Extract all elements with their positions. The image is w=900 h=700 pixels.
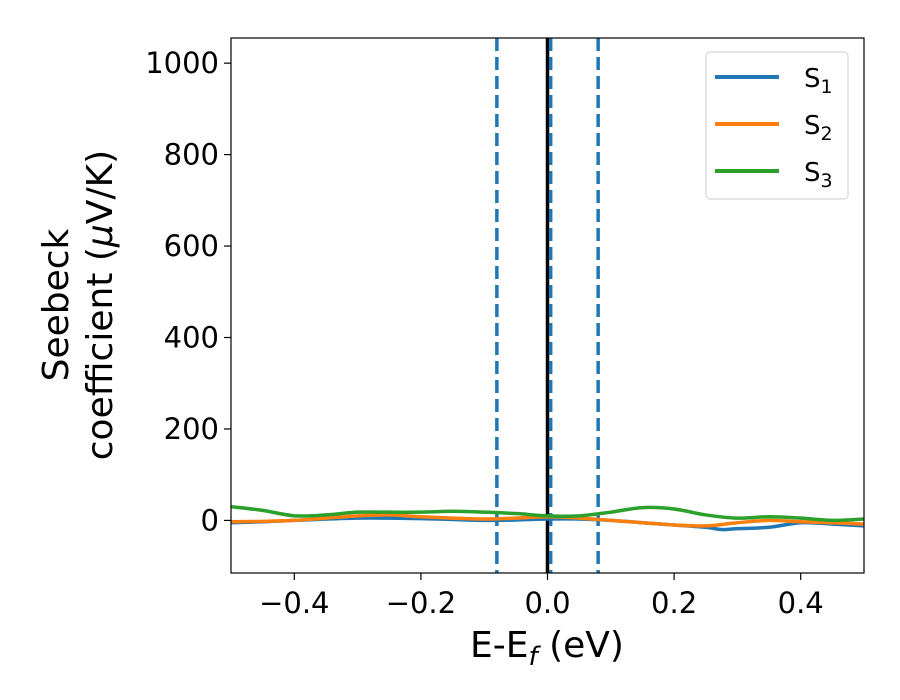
y-tick-label: 600	[164, 229, 219, 263]
legend-s3-sub: 3	[821, 170, 833, 192]
legend-s3-text: S	[804, 158, 821, 188]
x-axis-label: E-Ef (eV)	[470, 625, 624, 672]
y-tick-label: 800	[164, 138, 219, 172]
x-tick-label: 0.2	[651, 586, 697, 620]
legend-s1-sub: 1	[821, 76, 833, 98]
y-axis-label-line2: coefficient (μV/K)	[80, 150, 121, 460]
legend-label-s1: S1	[804, 64, 833, 98]
x-axis-label-unit: (eV)	[538, 625, 624, 666]
y-axis-label: Seebeck coefficient (μV/K)	[36, 150, 121, 460]
y-tick-label: 0	[201, 503, 219, 537]
x-tick-label: 0.0	[524, 586, 570, 620]
series-lines	[230, 504, 865, 532]
y-tick-label: 400	[164, 321, 219, 355]
y-axis-ticks: 0 200 400 600 800 1000	[145, 46, 231, 537]
y-tick-label: 1000	[145, 46, 219, 80]
legend-s1-text: S	[804, 64, 821, 94]
x-tick-label: −0.2	[386, 586, 456, 620]
x-axis-label-main: E-E	[470, 625, 528, 666]
y-axis-label-line1: Seebeck	[36, 228, 77, 381]
legend-s2-sub: 2	[821, 123, 833, 145]
x-tick-label: −0.4	[259, 586, 329, 620]
legend-s2-text: S	[804, 111, 821, 141]
series-line-s3	[230, 504, 865, 523]
y-axis-label-mu: μ	[80, 224, 121, 248]
reference-lines	[495, 38, 600, 573]
y-axis-label-unit: V/K)	[80, 150, 121, 224]
legend: S1 S2 S3	[705, 51, 849, 200]
y-tick-label: 200	[164, 412, 219, 446]
y-axis-label-text: coefficient (	[80, 247, 121, 460]
legend-label-s3: S3	[804, 158, 833, 192]
x-tick-label: 0.4	[778, 586, 824, 620]
x-axis-ticks: −0.4 −0.2 0.0 0.2 0.4	[259, 573, 824, 620]
legend-label-s2: S2	[804, 111, 833, 145]
